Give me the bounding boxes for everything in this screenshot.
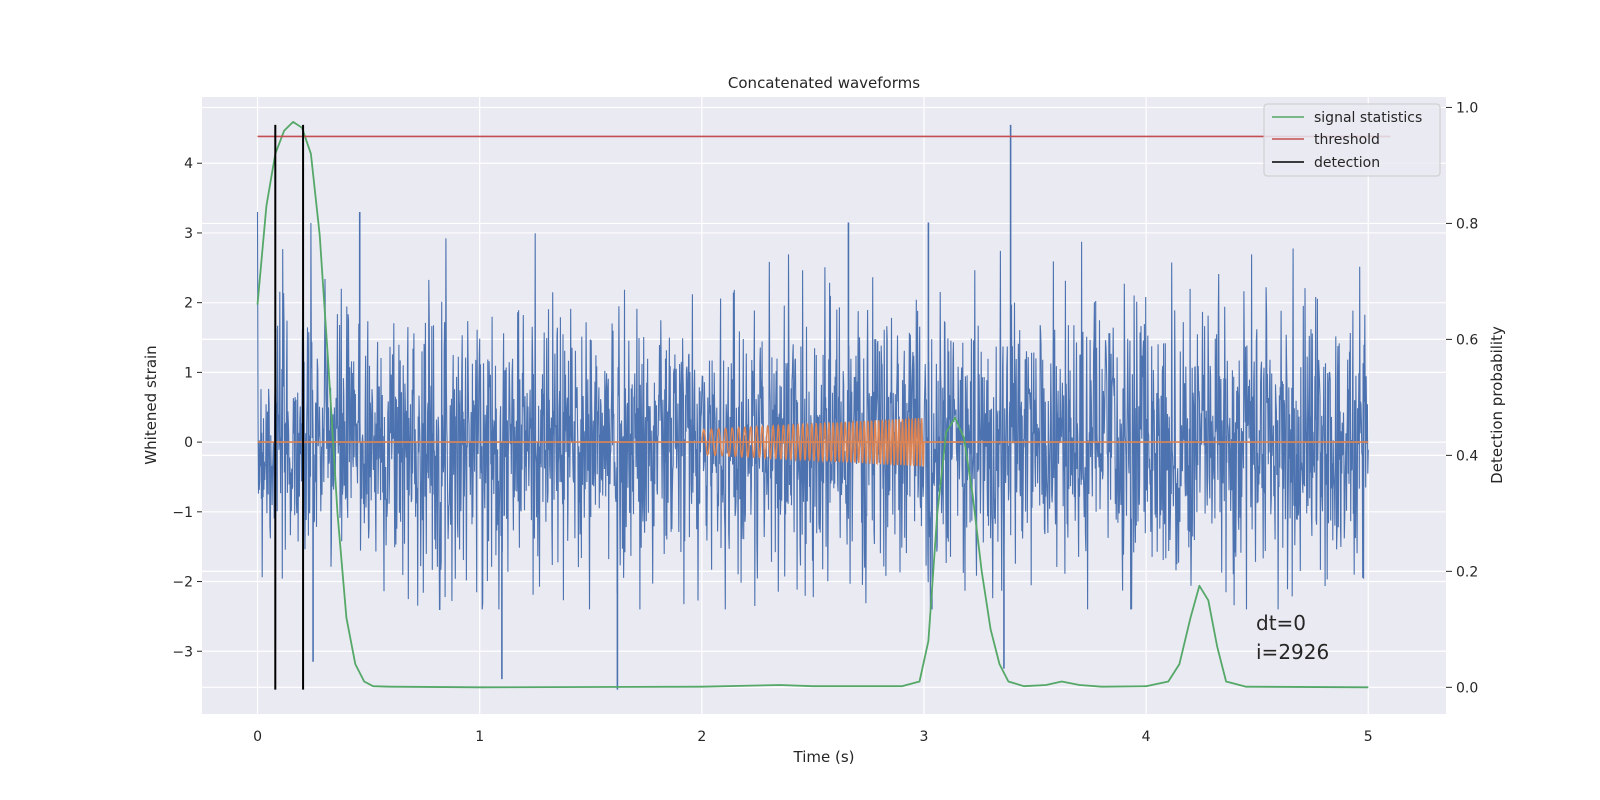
signal-statistics-line: [256, 121, 1369, 689]
x-tick-label: 2: [697, 729, 706, 745]
noise-line: [256, 211, 1369, 610]
legend-box: [1263, 103, 1441, 177]
series-chirp: [257, 416, 1369, 467]
legend-label-threshold: threshold: [1314, 132, 1380, 148]
chart-title: Concatenated waveforms: [728, 74, 920, 92]
series-signal-statistics: [256, 121, 1369, 689]
legend-label-signal-statistics: signal statistics: [1314, 110, 1422, 126]
y2-tick-label: 0.0: [1456, 680, 1478, 696]
y-tick-label: −1: [172, 505, 193, 521]
y2-tick-label: 0.2: [1456, 564, 1478, 580]
y2-tick-label: 0.8: [1456, 216, 1478, 232]
y-tick-label: 1: [184, 365, 193, 381]
y-tick-label: 0: [184, 435, 193, 451]
y2-tick-label: 0.4: [1456, 448, 1478, 464]
y2-tick-label: 1.0: [1456, 100, 1478, 116]
y-axis-label: Whitened strain: [142, 345, 160, 464]
axis-ticks: 0 1 2 3 4 5 −3 −2 −1 0 1 2 3 4 0.0 0.2 0.4 0.6 0.8 1.0: [172, 100, 1478, 745]
y2-tick-label: 0.6: [1456, 332, 1478, 348]
legend-label-detection: detection: [1314, 155, 1380, 171]
y2-axis-label: Detection probability: [1488, 326, 1506, 484]
y-tick-label: −3: [172, 644, 193, 660]
annotation-dt: dt=0: [1256, 611, 1306, 635]
annotation-index: i=2926: [1256, 640, 1329, 664]
x-axis-label: Time (s): [793, 748, 855, 766]
series-noise: [256, 124, 1369, 690]
x-tick-label: 0: [253, 729, 262, 745]
x-tick-label: 3: [920, 729, 929, 745]
x-tick-label: 5: [1364, 729, 1373, 745]
y-tick-label: 4: [184, 156, 193, 172]
chirp-line: [701, 416, 925, 467]
y-tick-label: −2: [172, 575, 193, 591]
legend: signal statistics threshold detection: [1263, 103, 1441, 177]
y-tick-label: 3: [184, 226, 193, 242]
x-tick-label: 1: [475, 729, 484, 745]
x-tick-label: 4: [1142, 729, 1151, 745]
y-tick-label: 2: [184, 296, 193, 312]
detection-lines: [274, 124, 305, 690]
